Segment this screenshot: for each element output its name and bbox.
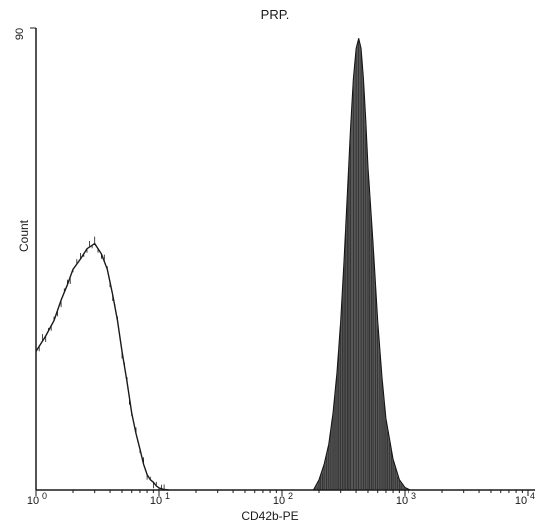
x-tick-label-base: 10 <box>27 495 39 507</box>
x-axis-label: CD42b-PE <box>241 509 298 523</box>
x-tick-label-exponent: 2 <box>288 491 293 501</box>
series-layer <box>35 38 411 494</box>
x-tick-label: 10 2 <box>273 491 293 507</box>
x-tick-label-exponent: 1 <box>165 491 170 501</box>
x-tick-label-base: 10 <box>150 495 162 507</box>
x-tick-label: 10 4 <box>515 491 535 507</box>
x-tick-label-base: 10 <box>273 495 285 507</box>
x-tick-label-base: 10 <box>396 495 408 507</box>
series-1-filled-histogram <box>312 38 411 491</box>
y-axis-label: Count <box>17 219 31 252</box>
x-tick-label-exponent: 3 <box>411 491 416 501</box>
x-tick-label: 10 3 <box>396 491 416 507</box>
chart-title: PRP. <box>261 7 290 22</box>
x-tick-label: 10 1 <box>150 491 170 507</box>
x-tick-label-exponent: 4 <box>530 491 535 501</box>
x-tick-label-base: 10 <box>515 495 527 507</box>
x-tick-labels: 10 0 10 1 10 2 10 3 10 4 <box>27 491 535 507</box>
x-tick-label: 10 0 <box>27 491 47 507</box>
series-0-outline-histogram <box>35 242 169 491</box>
plot-area <box>30 27 535 491</box>
x-tick-label-exponent: 0 <box>42 491 47 501</box>
x-minor-ticks <box>35 490 529 496</box>
y-tick-label-max: 90 <box>14 28 26 40</box>
